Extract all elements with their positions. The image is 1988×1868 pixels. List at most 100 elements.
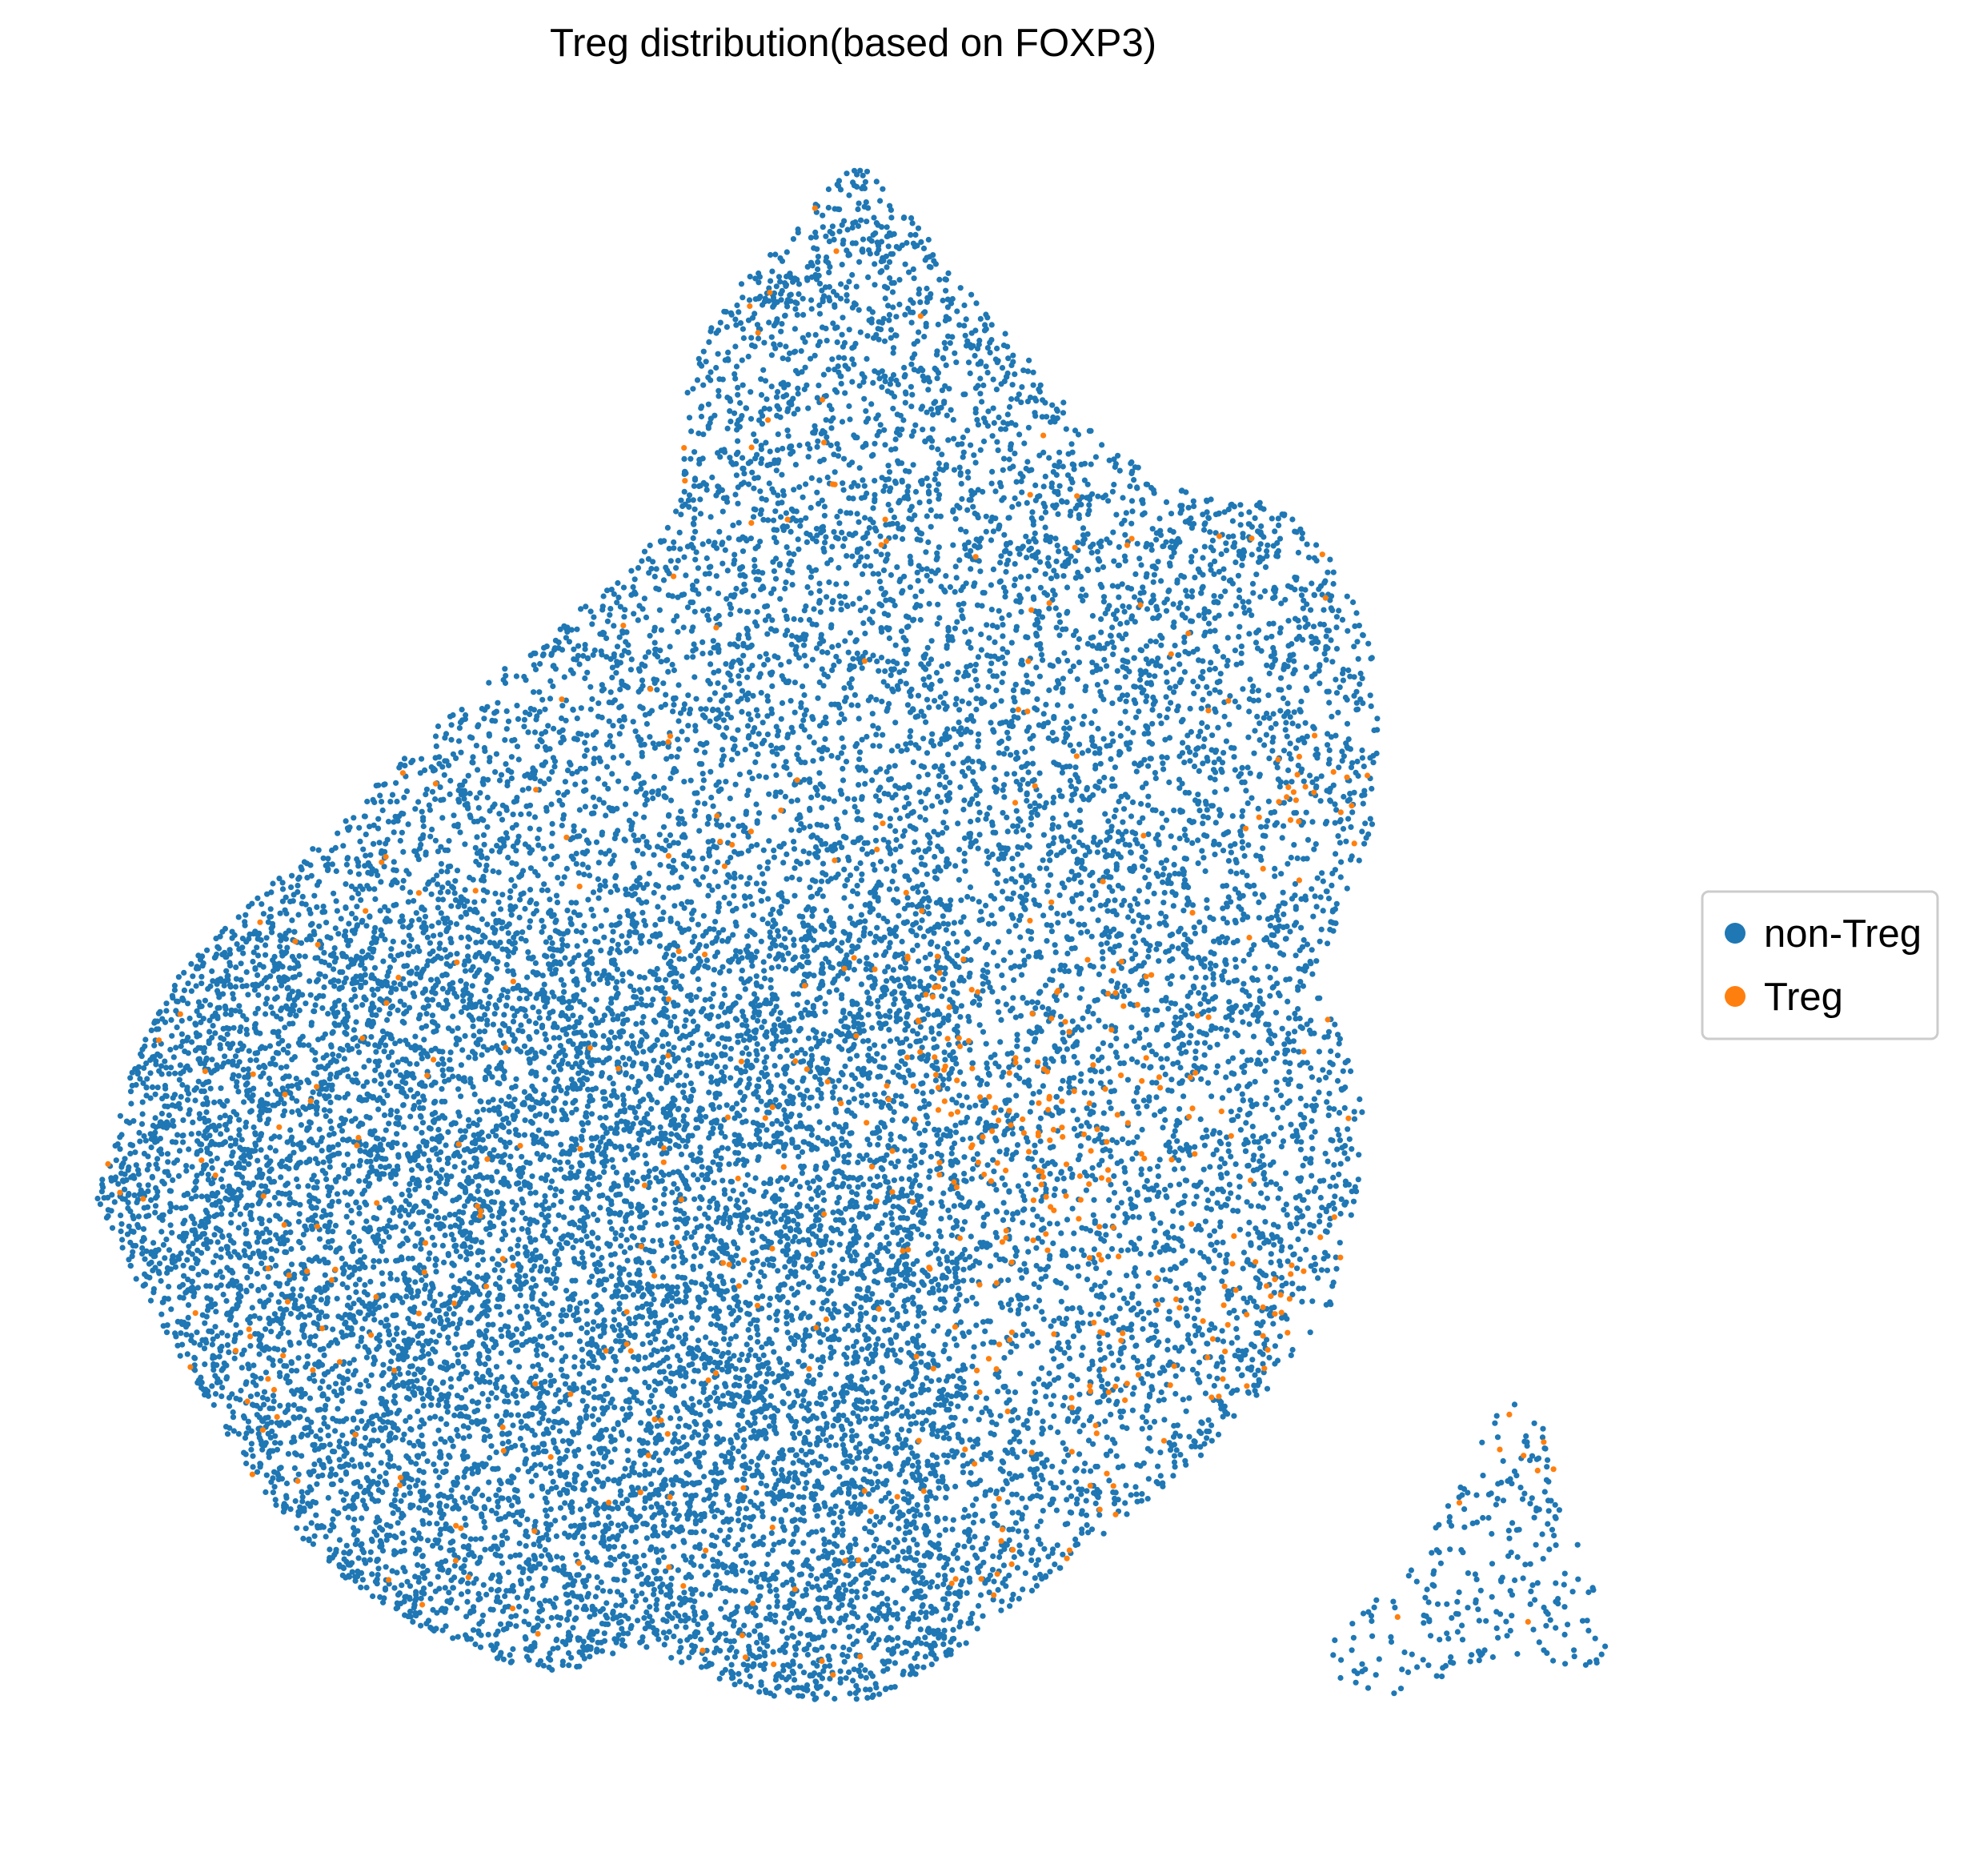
point-non-treg: [1179, 780, 1185, 787]
point-non-treg: [1024, 688, 1031, 695]
point-non-treg: [1071, 1125, 1077, 1132]
point-non-treg: [504, 994, 511, 1000]
point-non-treg: [1124, 1273, 1130, 1279]
point-non-treg: [996, 1553, 1003, 1561]
point-non-treg: [587, 1186, 593, 1193]
point-non-treg: [818, 878, 825, 884]
point-non-treg: [948, 407, 954, 413]
point-non-treg: [826, 269, 832, 275]
point-non-treg: [791, 846, 798, 852]
point-non-treg: [522, 1244, 528, 1250]
point-non-treg: [831, 798, 837, 804]
point-non-treg: [1028, 1156, 1035, 1162]
point-non-treg: [830, 1422, 836, 1429]
point-non-treg: [540, 1662, 547, 1669]
point-non-treg: [892, 642, 899, 648]
point-non-treg: [1096, 779, 1103, 785]
point-non-treg: [311, 892, 318, 899]
point-non-treg: [725, 670, 731, 676]
point-non-treg: [548, 801, 555, 808]
point-non-treg: [955, 669, 961, 675]
point-non-treg: [764, 732, 772, 738]
point-non-treg: [719, 1144, 725, 1151]
point-non-treg: [739, 295, 746, 301]
point-non-treg: [848, 1130, 855, 1136]
point-non-treg: [791, 615, 797, 623]
point-non-treg: [681, 701, 688, 708]
point-non-treg: [1216, 841, 1222, 848]
point-non-treg: [731, 410, 738, 416]
point-non-treg: [381, 1112, 388, 1118]
point-non-treg: [912, 839, 918, 845]
point-non-treg: [772, 1096, 779, 1103]
point-non-treg: [270, 1056, 276, 1062]
point-non-treg: [371, 1467, 377, 1473]
point-non-treg: [1019, 489, 1025, 495]
point-non-treg: [375, 1565, 382, 1572]
point-non-treg: [1212, 769, 1219, 776]
point-non-treg: [1158, 1056, 1164, 1062]
point-non-treg: [202, 997, 208, 1004]
point-non-treg: [1304, 601, 1310, 607]
point-non-treg: [525, 949, 531, 956]
point-non-treg: [678, 511, 684, 518]
point-non-treg: [860, 236, 867, 243]
point-non-treg: [1245, 842, 1252, 848]
point-non-treg: [1278, 1274, 1285, 1281]
point-non-treg: [1029, 509, 1036, 515]
point-non-treg: [1024, 672, 1030, 679]
point-non-treg: [925, 236, 932, 243]
point-non-treg: [947, 583, 953, 591]
point-non-treg: [565, 1650, 572, 1657]
point-non-treg: [1143, 1419, 1149, 1425]
point-non-treg: [735, 673, 742, 679]
point-non-treg: [547, 678, 554, 684]
point-non-treg: [715, 908, 721, 915]
point-non-treg: [704, 1031, 711, 1037]
point-non-treg: [588, 810, 595, 817]
point-non-treg: [321, 1421, 327, 1427]
point-non-treg: [548, 1614, 555, 1621]
point-non-treg: [1339, 616, 1346, 623]
point-non-treg: [748, 1577, 754, 1584]
point-non-treg: [1223, 547, 1229, 554]
point-non-treg: [872, 1373, 878, 1381]
point-non-treg: [819, 756, 825, 762]
point-non-treg: [530, 1445, 537, 1451]
point-non-treg: [781, 1152, 788, 1159]
point-non-treg: [1116, 543, 1122, 551]
point-non-treg: [1032, 1186, 1039, 1193]
point-non-treg: [532, 868, 539, 875]
point-non-treg: [1024, 1236, 1030, 1242]
point-non-treg: [412, 1243, 419, 1249]
point-non-treg: [824, 747, 831, 753]
point-non-treg: [668, 1131, 675, 1137]
point-non-treg: [909, 1462, 916, 1469]
point-non-treg: [1320, 1067, 1326, 1073]
point-non-treg: [1056, 483, 1063, 489]
point-non-treg: [770, 1516, 777, 1522]
point-non-treg: [867, 930, 873, 937]
point-non-treg: [577, 1415, 583, 1421]
point-non-treg: [870, 1486, 876, 1493]
point-non-treg: [791, 936, 797, 943]
point-non-treg: [1000, 782, 1008, 788]
point-non-treg: [1257, 1145, 1264, 1152]
point-non-treg: [808, 306, 815, 312]
point-non-treg: [697, 1144, 703, 1151]
point-non-treg: [882, 1212, 888, 1218]
point-non-treg: [507, 1153, 514, 1160]
point-non-treg: [816, 500, 822, 507]
point-non-treg: [940, 699, 947, 707]
point-non-treg: [1175, 1201, 1182, 1208]
point-non-treg: [314, 1481, 320, 1487]
point-non-treg: [1048, 872, 1054, 878]
point-non-treg: [651, 1297, 657, 1303]
point-non-treg: [970, 1353, 976, 1360]
point-non-treg: [1000, 633, 1006, 639]
point-non-treg: [740, 479, 748, 486]
point-non-treg: [1099, 1157, 1105, 1164]
point-non-treg: [546, 1417, 552, 1424]
point-non-treg: [414, 1377, 420, 1384]
point-non-treg: [1040, 1083, 1046, 1089]
